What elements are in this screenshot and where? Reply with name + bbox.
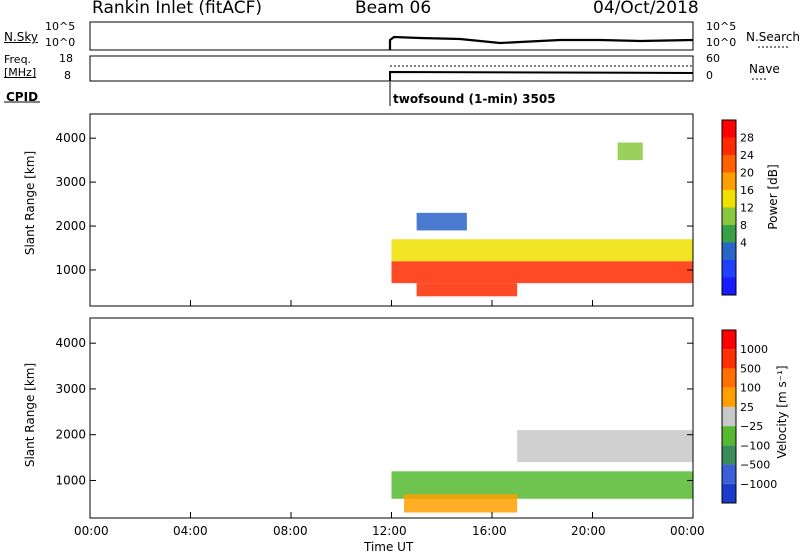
- noise-right-tick-top: 10^5: [706, 20, 737, 33]
- ytick-label-0-2: 3000: [55, 175, 86, 189]
- ytick-label-0-3: 4000: [55, 131, 86, 145]
- colorbar-seg-1-5: [722, 387, 736, 407]
- freq-right-tick-top: 60: [706, 52, 720, 65]
- nsearch-label: N.Search: [746, 30, 800, 44]
- colorbar-frame-0: [721, 119, 737, 296]
- colorbar-seg-0-6: [722, 172, 736, 190]
- colorbar-tick-0-3: 16: [740, 184, 754, 197]
- beam-title: Beam 06: [355, 0, 432, 18]
- colorbar-tick-1-4: −25: [740, 420, 763, 433]
- colorbar-seg-1-8: [722, 330, 736, 350]
- ytick-label-1-0: 1000: [55, 473, 86, 487]
- freq-left-tick-top: 18: [59, 52, 73, 65]
- noise-left-tick-bottom: 10^0: [45, 36, 76, 49]
- noise-left-tick-top: 10^5: [45, 20, 76, 33]
- noise-trace: [388, 35, 694, 50]
- x-tick-5: 20:00: [571, 524, 606, 538]
- colorbar-seg-0-3: [722, 225, 736, 243]
- colorbar-tick-1-3: 25: [740, 401, 754, 414]
- colorbar-seg-0-8: [722, 137, 736, 155]
- colorbar-tick-1-0: 1000: [740, 343, 768, 356]
- data-region-1-2: [404, 494, 518, 513]
- noise-panel-frame: [89, 21, 694, 51]
- x-tick-4: 16:00: [472, 524, 507, 538]
- colorbar-seg-1-0: [722, 483, 736, 503]
- freq-label-1: Freq.: [4, 53, 32, 66]
- x-tick-2: 08:00: [273, 524, 308, 538]
- colorbar-tick-0-6: 4: [740, 237, 747, 250]
- colorbar-seg-1-6: [722, 368, 736, 388]
- cpid-program: twofsound (1-min) 3505: [393, 92, 556, 106]
- colorbar-tick-1-2: 100: [740, 382, 761, 395]
- colorbar-seg-0-2: [722, 242, 736, 260]
- colorbar-seg-1-7: [722, 349, 736, 369]
- nsky-label: N.Sky: [4, 30, 39, 44]
- colorbar-seg-0-9: [722, 120, 736, 138]
- colorbar-seg-0-1: [722, 260, 736, 278]
- colorbar-tick-0-4: 12: [740, 202, 754, 215]
- data-region-0-1: [391, 239, 693, 262]
- colorbar-tick-0-5: 8: [740, 219, 747, 232]
- colorbar-tick-1-7: −1000: [740, 478, 777, 491]
- freq-trace: [389, 70, 694, 81]
- colorbar-seg-1-1: [722, 464, 736, 484]
- data-region-0-2: [416, 283, 518, 297]
- date-title: 04/Oct/2018: [593, 0, 699, 18]
- ytick-label-1-3: 4000: [55, 336, 86, 350]
- noise-right-tick-bottom: 10^0: [706, 36, 737, 49]
- ytick-label-0-0: 1000: [55, 263, 86, 277]
- colorbar-seg-1-3: [722, 426, 736, 446]
- cpid-label: CPID: [6, 90, 39, 104]
- colorbar-seg-0-7: [722, 155, 736, 173]
- freq-label-2: [MHz]: [4, 66, 37, 79]
- freq-right-tick-bottom: 0: [706, 69, 713, 82]
- x-axis-label: Time UT: [364, 540, 414, 554]
- station-title: Rankin Inlet (fitACF): [92, 0, 263, 18]
- colorbar-tick-0-2: 20: [740, 167, 754, 180]
- x-tick-6: 00:00: [670, 524, 705, 538]
- data-region-0-4: [617, 142, 643, 161]
- colorbar-seg-1-2: [722, 445, 736, 465]
- colorbar-seg-0-4: [722, 207, 736, 225]
- colorbar-tick-0-0: 28: [740, 132, 754, 145]
- ytick-label-1-2: 3000: [55, 382, 86, 396]
- ytick-label-0-1: 2000: [55, 219, 86, 233]
- colorbar-seg-1-4: [722, 406, 736, 427]
- data-region-0-3: [416, 212, 467, 231]
- data-region-1-1: [517, 430, 693, 463]
- colorbar-tick-1-6: −500: [740, 459, 770, 472]
- colorbar-tick-1-5: −100: [740, 439, 770, 452]
- colorbar-tick-1-1: 500: [740, 362, 761, 375]
- nave-label: Nave: [749, 62, 780, 76]
- freq-panel-frame: [89, 55, 694, 82]
- colorbar-tick-0-1: 24: [740, 149, 754, 162]
- freq-left-tick-bottom: 8: [64, 69, 71, 82]
- data-region-0-0: [391, 261, 693, 284]
- x-tick-0: 00:00: [74, 524, 109, 538]
- x-tick-3: 12:00: [372, 524, 407, 538]
- ytick-label-1-1: 2000: [55, 428, 86, 442]
- colorbar-seg-0-5: [722, 190, 736, 208]
- colorbar-seg-0-0: [722, 277, 736, 295]
- x-tick-1: 04:00: [173, 524, 208, 538]
- colorbar-frame-1: [721, 329, 737, 504]
